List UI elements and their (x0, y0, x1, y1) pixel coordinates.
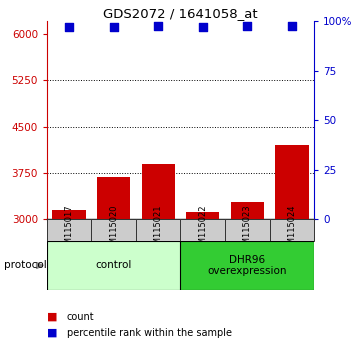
Point (289, 23, 295, 29)
Title: GDS2072 / 1641058_at: GDS2072 / 1641058_at (103, 7, 258, 20)
Bar (142, 164, 175, 219)
Text: GSM115024: GSM115024 (287, 205, 296, 255)
Bar (231, 202, 264, 219)
Text: DHR96
overexpression: DHR96 overexpression (208, 255, 287, 276)
Text: percentile rank within the sample: percentile rank within the sample (67, 328, 232, 338)
Bar (52, 210, 86, 219)
Point (244, 23, 250, 29)
Bar (97, 177, 130, 219)
Bar (270, 219, 314, 241)
Text: GSM115022: GSM115022 (198, 205, 207, 255)
Bar (186, 212, 219, 219)
Text: GSM115021: GSM115021 (154, 205, 163, 255)
Text: count: count (67, 312, 95, 322)
Text: GSM115017: GSM115017 (65, 205, 74, 256)
Bar (275, 145, 309, 219)
Bar (91, 219, 136, 241)
Text: ■: ■ (47, 312, 57, 322)
Bar (47, 219, 91, 241)
Point (155, 23, 161, 29)
Text: GSM115020: GSM115020 (109, 205, 118, 255)
Bar (225, 219, 270, 241)
Bar (136, 219, 180, 241)
Bar (180, 219, 225, 241)
Text: ■: ■ (47, 328, 57, 338)
Point (66, 24, 72, 30)
Bar (180, 241, 314, 290)
Text: protocol: protocol (4, 261, 46, 270)
Text: GSM115023: GSM115023 (243, 205, 252, 256)
Point (200, 24, 206, 30)
Point (111, 24, 117, 30)
Bar (47, 241, 180, 290)
Text: control: control (96, 261, 132, 270)
